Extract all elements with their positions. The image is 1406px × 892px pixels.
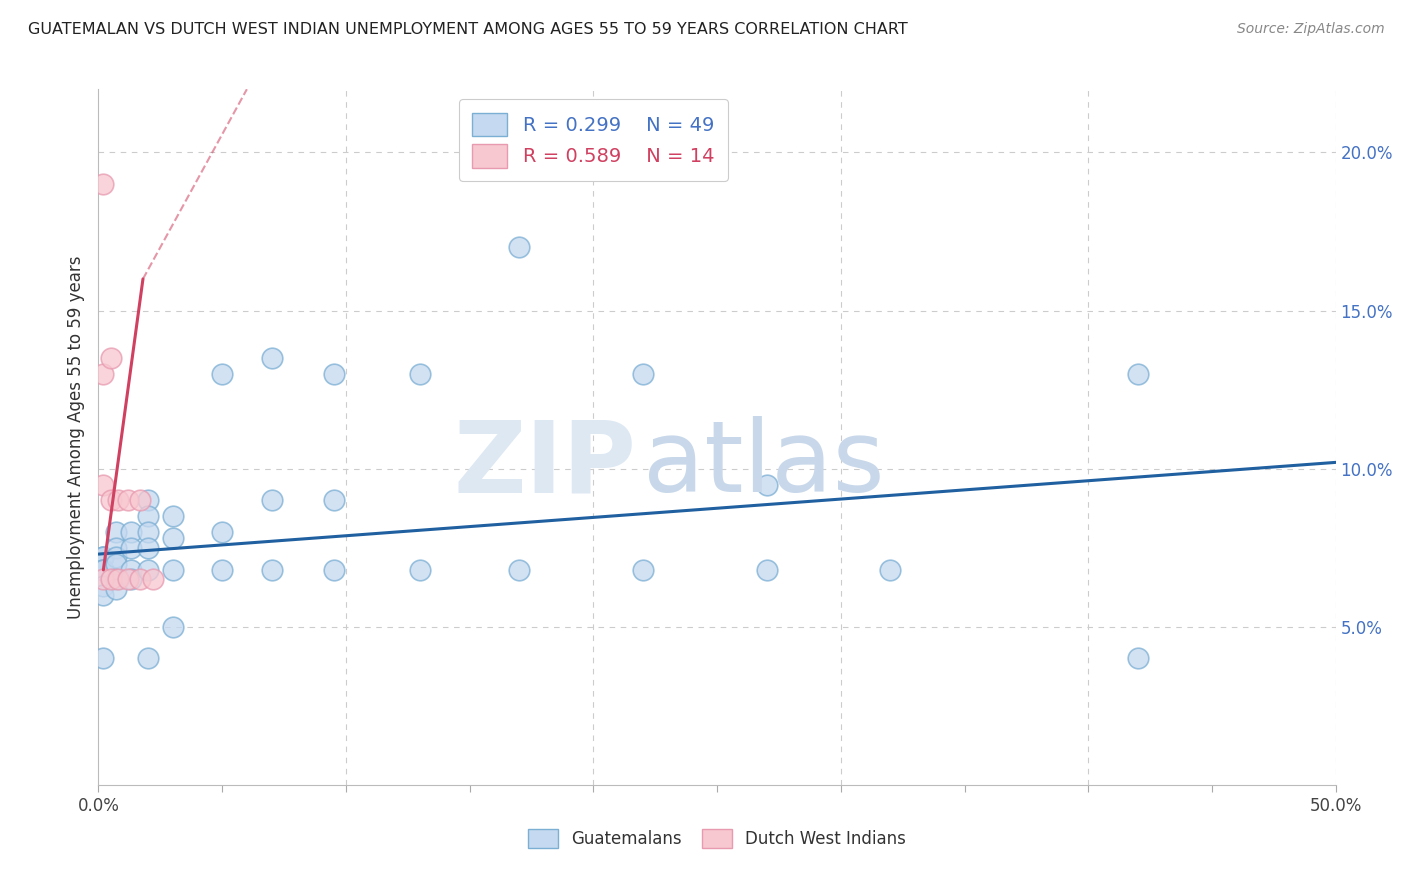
Point <box>93 651 115 665</box>
Point <box>142 573 165 587</box>
Point <box>120 573 142 587</box>
Point <box>211 367 233 381</box>
Point <box>104 524 127 539</box>
Point <box>104 582 127 596</box>
Point <box>136 493 159 508</box>
Point <box>93 550 115 565</box>
Legend: Guatemalans, Dutch West Indians: Guatemalans, Dutch West Indians <box>520 821 914 856</box>
Point <box>93 563 115 577</box>
Point <box>260 351 283 365</box>
Point <box>162 620 184 634</box>
Point <box>162 563 184 577</box>
Point <box>162 531 184 545</box>
Point <box>93 563 115 577</box>
Point <box>322 367 344 381</box>
Point <box>136 509 159 524</box>
Point <box>117 493 139 508</box>
Point <box>93 573 115 587</box>
Text: ZIP: ZIP <box>454 417 637 514</box>
Point <box>755 563 778 577</box>
Point <box>1126 651 1149 665</box>
Text: GUATEMALAN VS DUTCH WEST INDIAN UNEMPLOYMENT AMONG AGES 55 TO 59 YEARS CORRELATI: GUATEMALAN VS DUTCH WEST INDIAN UNEMPLOY… <box>28 22 908 37</box>
Point <box>136 563 159 577</box>
Point <box>409 563 432 577</box>
Point <box>93 579 115 593</box>
Point <box>120 541 142 555</box>
Point <box>93 177 115 191</box>
Point <box>631 563 654 577</box>
Point <box>260 563 283 577</box>
Point <box>104 550 127 565</box>
Point <box>129 493 152 508</box>
Point <box>322 563 344 577</box>
Point <box>1126 367 1149 381</box>
Text: atlas: atlas <box>643 417 884 514</box>
Point <box>120 563 142 577</box>
Point <box>879 563 901 577</box>
Point <box>631 367 654 381</box>
Point <box>322 493 344 508</box>
Point <box>508 240 530 254</box>
Point <box>100 573 122 587</box>
Point <box>508 563 530 577</box>
Point <box>93 550 115 565</box>
Point <box>136 524 159 539</box>
Point <box>136 651 159 665</box>
Point <box>104 573 127 587</box>
Point <box>211 563 233 577</box>
Point <box>129 573 152 587</box>
Point <box>117 573 139 587</box>
Point <box>211 524 233 539</box>
Y-axis label: Unemployment Among Ages 55 to 59 years: Unemployment Among Ages 55 to 59 years <box>66 255 84 619</box>
Text: Source: ZipAtlas.com: Source: ZipAtlas.com <box>1237 22 1385 37</box>
Point <box>93 477 115 491</box>
Point <box>107 573 129 587</box>
Point <box>260 493 283 508</box>
Point <box>120 524 142 539</box>
Point <box>104 557 127 571</box>
Point <box>100 493 122 508</box>
Point <box>104 541 127 555</box>
Point <box>100 351 122 365</box>
Point <box>93 588 115 602</box>
Point <box>136 541 159 555</box>
Point <box>755 477 778 491</box>
Point <box>162 509 184 524</box>
Point <box>93 563 115 577</box>
Point <box>107 493 129 508</box>
Point <box>409 367 432 381</box>
Point <box>93 367 115 381</box>
Point <box>93 550 115 565</box>
